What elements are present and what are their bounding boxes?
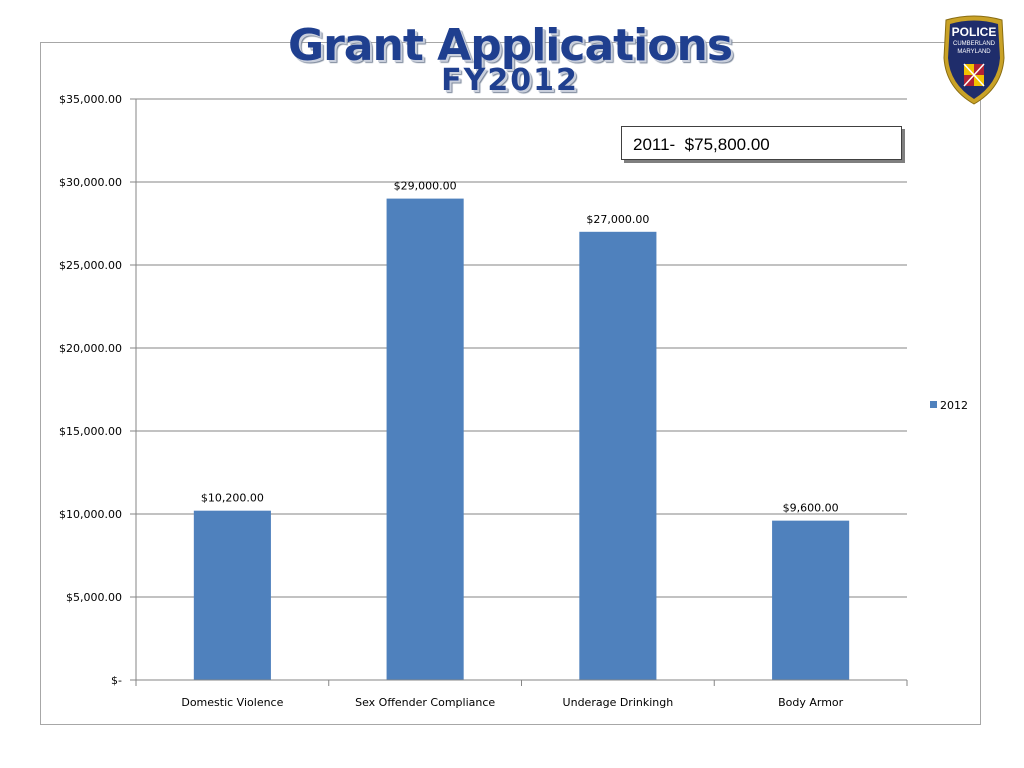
legend-swatch bbox=[930, 401, 937, 408]
y-tick-label: $5,000.00 bbox=[66, 591, 122, 604]
data-label: $10,200.00 bbox=[201, 492, 264, 505]
bar bbox=[579, 231, 657, 681]
data-label: $27,000.00 bbox=[586, 213, 649, 226]
badge-police-text: POLICE bbox=[951, 25, 997, 39]
bar bbox=[193, 510, 271, 680]
title-year: FY2012 bbox=[441, 63, 579, 98]
legend-label: 2012 bbox=[940, 399, 968, 412]
chart-title: Grant Applications FY2012 bbox=[270, 22, 750, 106]
y-tick-label: $10,000.00 bbox=[59, 508, 122, 521]
x-category-label: Underage Drinkingh bbox=[563, 696, 674, 709]
y-tick-label: $35,000.00 bbox=[59, 93, 122, 106]
x-category-label: Body Armor bbox=[778, 696, 844, 709]
legend: 2012 bbox=[930, 399, 968, 412]
bar bbox=[386, 198, 464, 680]
y-tick-label: $25,000.00 bbox=[59, 259, 122, 272]
y-tick-label: $20,000.00 bbox=[59, 342, 122, 355]
x-category-label: Sex Offender Compliance bbox=[355, 696, 495, 709]
y-tick-label: $30,000.00 bbox=[59, 176, 122, 189]
bar bbox=[772, 520, 850, 680]
data-label: $29,000.00 bbox=[394, 180, 457, 193]
y-tick-label: $15,000.00 bbox=[59, 425, 122, 438]
labels: $- $5,000.00 $10,000.00 $15,000.00 $20,000.0… bbox=[59, 93, 844, 709]
callout-text: 2011- $75,800.00 bbox=[633, 135, 770, 154]
x-category-label: Domestic Violence bbox=[181, 696, 283, 709]
police-badge-logo: POLICE CUMBERLAND MARYLAND bbox=[940, 14, 1008, 106]
badge-state-text: MARYLAND bbox=[957, 49, 991, 55]
prior-year-callout: 2011- $75,800.00 bbox=[621, 126, 902, 160]
badge-shape bbox=[943, 15, 1005, 105]
badge-city-text: CUMBERLAND bbox=[952, 41, 995, 47]
title-main: Grant Applications bbox=[287, 20, 733, 71]
axes bbox=[130, 98, 908, 686]
data-label: $9,600.00 bbox=[783, 502, 839, 515]
y-tick-label: $- bbox=[111, 674, 122, 687]
bars bbox=[193, 198, 850, 681]
